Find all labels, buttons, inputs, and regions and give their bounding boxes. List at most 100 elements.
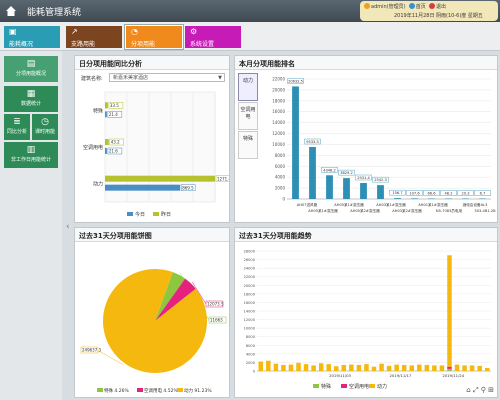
ranking-bar [445, 198, 452, 199]
bar-动力 [318, 363, 324, 371]
data-label: 869.5 [182, 185, 194, 190]
tab-ac[interactable]: 空调用电 [238, 102, 258, 130]
ranking-bar [394, 198, 401, 199]
data-label-box [474, 190, 491, 196]
bar-动力 [379, 363, 384, 371]
data-label: 2542.3 [374, 178, 387, 182]
energy-pie-chart: 11663 12073.5 249637.3 特殊 4.26% 空调用电 4.52% 动力… [80, 269, 227, 394]
ranking-bar [360, 183, 367, 199]
legend-swatch [369, 384, 375, 388]
bar-动力 [424, 365, 430, 371]
bar-动力 [371, 366, 377, 371]
sidebar-item-statistics[interactable]: ▦ 数据统计 [4, 86, 58, 112]
main-nav: ▣ 能耗概况 ↗ 支路用能 ◔ 分项用能 ⚙ 系统设置 [0, 22, 500, 51]
data-label-box [321, 167, 338, 173]
bar-动力 [386, 365, 392, 371]
bar-动力 [484, 368, 490, 371]
panel-title: 日分项用能同比分析 [79, 60, 142, 68]
data-label: 4348.2 [323, 168, 336, 172]
bar-动力 [439, 365, 445, 371]
home-icon [6, 6, 16, 16]
x-tick-label: AH05某1#变压器 [334, 202, 364, 207]
bar-动力 [462, 365, 467, 371]
bar-动力 [266, 360, 271, 371]
nav-branch-energy[interactable]: ↗ 支路用能 [66, 26, 122, 48]
data-label-box [287, 78, 304, 84]
database-icon: ≣ [13, 117, 21, 127]
y-tick-label: 10000 [272, 142, 285, 147]
y-tick-label: 12000 [272, 131, 285, 136]
bar-动力 [477, 365, 482, 371]
y-tick-label: 18000 [244, 292, 256, 296]
y-tick-label: 8000 [275, 153, 286, 158]
data-label: 66.6 [427, 192, 436, 196]
sidebar-item-yoy[interactable]: ≣ 同比分析 [4, 114, 30, 140]
nav-label: 支路用能 [71, 41, 96, 48]
building-select[interactable]: 新嘉禾美家酒店 ▼ [109, 73, 225, 82]
plot-area [104, 91, 216, 203]
y-tick-label: 6000 [246, 344, 256, 348]
bar-动力 [469, 365, 475, 371]
y-tick-label: 4000 [246, 352, 256, 356]
y-tick-label: 18000 [272, 98, 285, 103]
bar-动力 [356, 365, 362, 371]
bar-动力 [417, 364, 422, 371]
legend-label: 今日 [135, 211, 145, 218]
logout-link[interactable]: 退出 [435, 4, 446, 10]
y-tick-label: 6000 [275, 164, 286, 169]
data-label: 20632.5 [288, 79, 303, 83]
nav-system-settings[interactable]: ⚙ 系统设置 [185, 26, 241, 48]
data-label: 2931.4 [357, 176, 370, 180]
bar-动力 [401, 365, 407, 371]
tab-special[interactable]: 特殊 [238, 131, 258, 159]
category-label: 空调用电 [83, 144, 103, 151]
data-label-box [355, 174, 372, 181]
data-label: 3829.2 [340, 171, 353, 175]
legend-swatch [153, 212, 159, 216]
y-tick-label: 22000 [272, 77, 285, 82]
nav-itemized-energy[interactable]: ◔ 分项用能 [125, 25, 183, 49]
legend-swatch [313, 384, 319, 388]
tab-power[interactable]: 动力 [238, 73, 258, 101]
pie-slice-2 [103, 269, 207, 373]
user-name[interactable]: admin(管理员) [371, 4, 406, 10]
panel-header [235, 56, 497, 70]
chevron-down-icon: ▼ [218, 75, 222, 81]
data-label-box [304, 138, 321, 145]
sidebar-label: 同比分析 [6, 129, 27, 135]
sidebar-label: 非工作日用能统计 [10, 157, 51, 163]
bar-昨日 [105, 139, 109, 145]
trend-bar-chart: 0 2000 4000 6000 8000 10000 12000 14000 16000 180… [244, 250, 491, 390]
y-tick-label: 0 [253, 370, 256, 374]
bar-动力 [394, 364, 399, 371]
bar-动力 [333, 366, 339, 371]
y-tick-label: 2000 [246, 361, 256, 365]
x-tick-label: 酒电店设备AL3 [463, 202, 488, 207]
category-label: 动力 [93, 181, 103, 188]
home-link[interactable]: 首页 [415, 4, 426, 10]
chart-toolbar[interactable]: ⌂ ⤢ ⚲ ⊞ [466, 386, 494, 394]
x-tick-label: 303-4B1-2B 酒电房 [474, 208, 497, 213]
collapse-sidebar-icon[interactable]: ‹ [66, 222, 70, 232]
legend-swatch [137, 388, 143, 392]
sidebar-item-class-hours[interactable]: ◷ 课时用能 [32, 114, 58, 140]
data-label-box [107, 111, 123, 118]
data-label: 21.6 [109, 149, 118, 154]
sidebar-label: 数据统计 [20, 101, 41, 107]
sidebar-item-nonworkday[interactable]: ▥ 非工作日用能统计 [4, 142, 58, 168]
ranking-bar [462, 198, 469, 199]
bar-动力 [447, 255, 452, 367]
ranking-bar [377, 185, 384, 199]
sidebar-label: 分项用能概况 [15, 71, 46, 77]
ranking-bar [326, 175, 333, 199]
clock-icon: ◷ [41, 117, 49, 127]
nav-label: 分项用能 [131, 41, 156, 48]
data-label-box [372, 176, 389, 183]
yoy-bar-chart: 特殊 33.5 21.4 空调用电 43.2 21.6 动力 1271.8 869.5 今日 昨日 [83, 91, 229, 218]
bar-动力 [288, 364, 294, 371]
sidebar-item-overview[interactable]: ▤ 分项用能概况 [4, 56, 58, 82]
bar-动力 [364, 364, 369, 371]
bar-昨日 [105, 175, 215, 182]
nav-energy-overview[interactable]: ▣ 能耗概况 [4, 26, 60, 48]
legend-label: 昨日 [161, 211, 171, 218]
